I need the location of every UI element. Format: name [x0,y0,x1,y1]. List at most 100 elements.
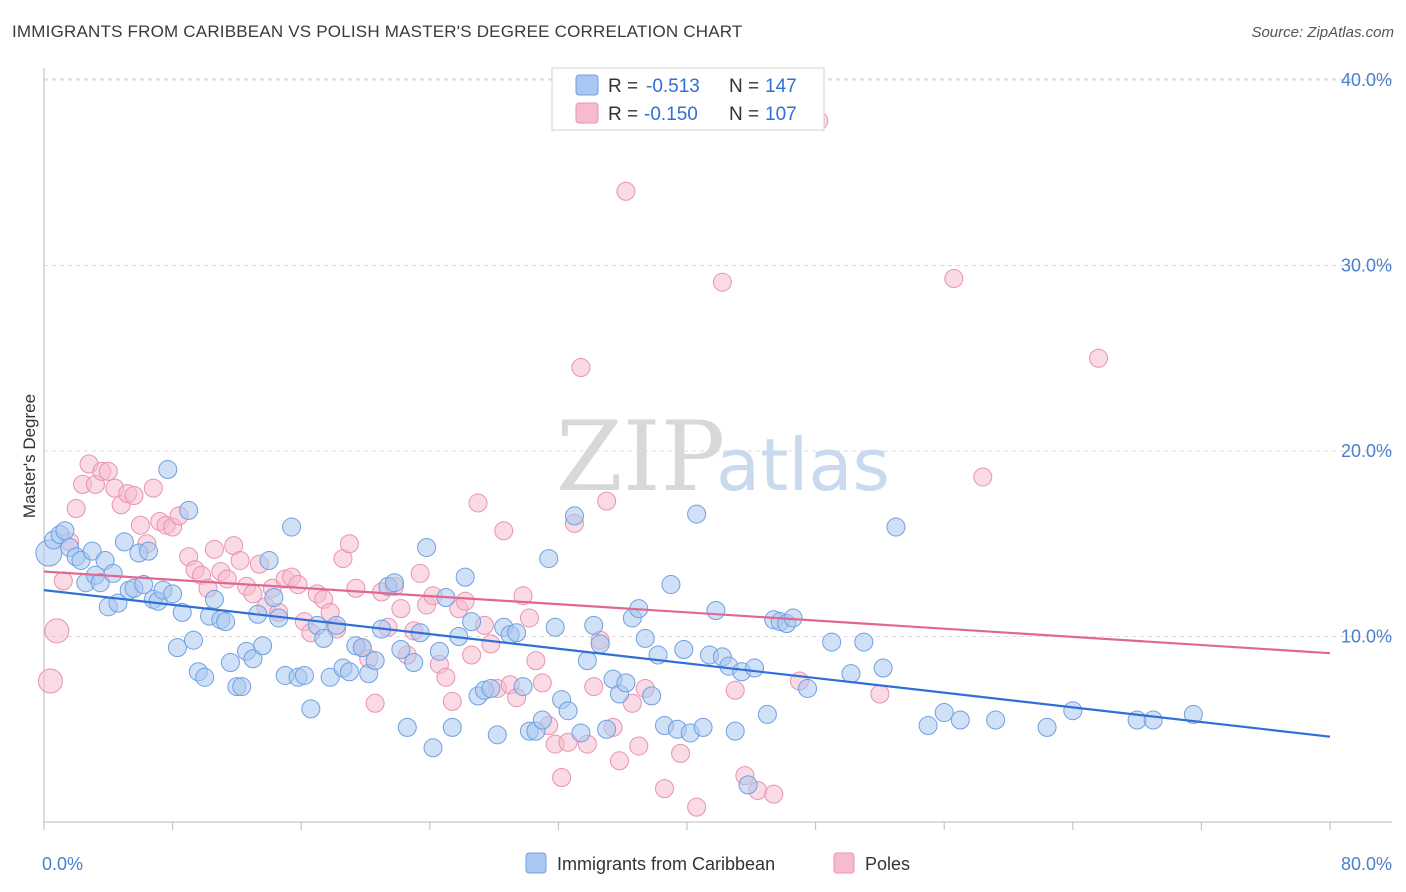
bottom-legend-swatch-pink [833,852,855,874]
y-tick-label: 10.0% [1341,627,1392,647]
caribbean-point [507,623,527,643]
caribbean-point [167,638,187,658]
poles-point [725,680,745,700]
caribbean-point [301,699,321,719]
caribbean-point [674,639,694,659]
caribbean-point [195,667,215,687]
caribbean-point [216,612,236,632]
caribbean-point [232,677,252,697]
caribbean-point [584,615,604,635]
caribbean-point [327,615,347,635]
caribbean-point [384,573,404,593]
caribbean-point [259,550,279,570]
caribbean-point [103,563,123,583]
y-tick-labels: 10.0% 20.0% 30.0% 40.0% [1341,70,1392,647]
poles-point [204,539,224,559]
caribbean-point [616,673,636,693]
caribbean-point [590,634,610,654]
caribbean-point [1143,710,1163,730]
poles-point [519,608,539,628]
y-tick-label: 20.0% [1341,441,1392,461]
caribbean-point [687,504,707,524]
caribbean-point [738,775,758,795]
poles-point [44,618,70,644]
caribbean-point [745,658,765,678]
caribbean-point [320,667,340,687]
caribbean-point [253,636,273,656]
caribbean-point [597,719,617,739]
caribbean-point [314,628,334,648]
caribbean-point [442,717,462,737]
caribbean-point [138,541,158,561]
watermark-atlas: atlas [716,423,890,507]
caribbean-point [339,662,359,682]
poles-point [558,732,578,752]
caribbean-point [391,639,411,659]
bottom-legend-swatch-blue [525,852,547,874]
watermark: ZIP atlas [556,401,890,513]
poles-trend-line [43,570,1331,655]
poles-point [455,591,475,611]
poles-point [130,515,150,535]
legend-n-value: 147 [765,76,797,97]
caribbean-point [82,541,102,561]
caribbean-point [294,665,314,685]
caribbean-point [539,549,559,569]
caribbean-point [487,725,507,745]
caribbean-trend-line [43,589,1331,738]
bottom-legend-label: Immigrants from Caribbean [557,854,775,874]
caribbean-point [163,584,183,604]
caribbean-point [455,567,475,587]
x-tick-label: 80.0% [1341,854,1392,874]
caribbean-point [873,658,893,678]
caribbean-point [757,704,777,724]
poles-point [391,599,411,619]
chart-title: IMMIGRANTS FROM CARIBBEAN VS POLISH MAST… [12,22,743,41]
caribbean-point [558,701,578,721]
caribbean-point [1037,717,1057,737]
poles-point [526,651,546,671]
poles-point [944,268,964,288]
caribbean-point [134,575,154,595]
legend-swatch-pink [575,102,599,124]
caribbean-point [986,710,1006,730]
caribbean-point [571,723,591,743]
bottom-legend: Immigrants from Caribbean Poles [525,852,910,874]
y-axis-label: Master's Degree [20,394,39,518]
caribbean-point [642,686,662,706]
poles-point [124,486,144,506]
caribbean-point [158,460,178,480]
caribbean-point [417,537,437,557]
poles-point [37,668,63,694]
poles-point [671,743,691,763]
legend-swatch-blue [575,74,599,96]
caribbean-point [950,710,970,730]
poles-point [597,491,617,511]
y-tick-label: 40.0% [1341,70,1392,90]
legend-r-value: -0.513 [646,76,700,97]
poles-point [346,578,366,598]
caribbean-point [841,664,861,684]
caribbean-point [798,678,818,698]
poles-point [53,571,73,591]
poles-point [365,693,385,713]
source-label: Source: ZipAtlas.com [1251,24,1394,41]
caribbean-point [706,601,726,621]
caribbean-point [55,521,75,541]
caribbean-point [429,641,449,661]
watermark-zip: ZIP [556,401,725,513]
caribbean-point [934,703,954,723]
caribbean-point [886,517,906,537]
x-ticks [43,822,1331,830]
poles-point [288,575,308,595]
poles-point [494,521,514,541]
poles-point [622,693,642,713]
caribbean-point [532,710,552,730]
caribbean-point [90,573,110,593]
poles-point [712,272,732,292]
legend-r-value: -0.150 [644,104,698,125]
caribbean-point [725,721,745,741]
poles-point [973,467,993,487]
caribbean-point [462,612,482,632]
caribbean-point [635,628,655,648]
